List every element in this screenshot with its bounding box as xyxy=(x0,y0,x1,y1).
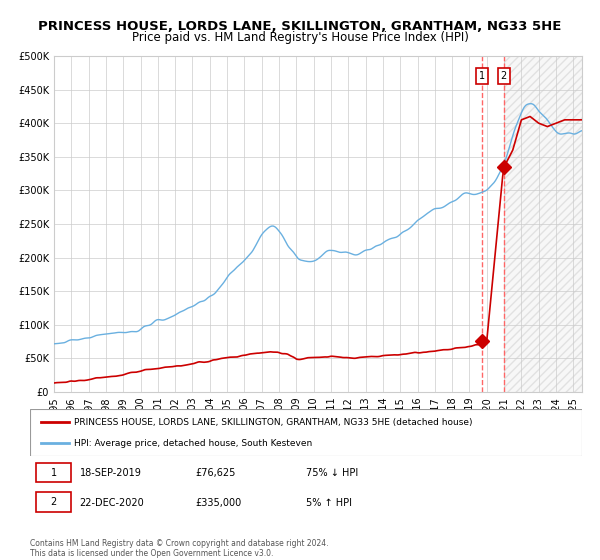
Text: £335,000: £335,000 xyxy=(196,498,242,507)
Text: 1: 1 xyxy=(50,468,57,478)
Text: 22-DEC-2020: 22-DEC-2020 xyxy=(80,498,145,507)
Text: 1: 1 xyxy=(479,71,485,81)
Text: 5% ↑ HPI: 5% ↑ HPI xyxy=(306,498,352,507)
Text: Contains HM Land Registry data © Crown copyright and database right 2024.
This d: Contains HM Land Registry data © Crown c… xyxy=(30,539,329,558)
FancyBboxPatch shape xyxy=(35,492,71,512)
Text: HPI: Average price, detached house, South Kesteven: HPI: Average price, detached house, Sout… xyxy=(74,438,313,447)
FancyBboxPatch shape xyxy=(30,409,582,456)
Text: PRINCESS HOUSE, LORDS LANE, SKILLINGTON, GRANTHAM, NG33 5HE (detached house): PRINCESS HOUSE, LORDS LANE, SKILLINGTON,… xyxy=(74,418,473,427)
Text: PRINCESS HOUSE, LORDS LANE, SKILLINGTON, GRANTHAM, NG33 5HE: PRINCESS HOUSE, LORDS LANE, SKILLINGTON,… xyxy=(38,20,562,32)
Text: Price paid vs. HM Land Registry's House Price Index (HPI): Price paid vs. HM Land Registry's House … xyxy=(131,31,469,44)
Text: 2: 2 xyxy=(500,71,507,81)
Text: £76,625: £76,625 xyxy=(196,468,236,478)
Text: 18-SEP-2019: 18-SEP-2019 xyxy=(80,468,142,478)
Text: 75% ↓ HPI: 75% ↓ HPI xyxy=(306,468,358,478)
Text: 2: 2 xyxy=(50,497,57,507)
FancyBboxPatch shape xyxy=(35,463,71,482)
